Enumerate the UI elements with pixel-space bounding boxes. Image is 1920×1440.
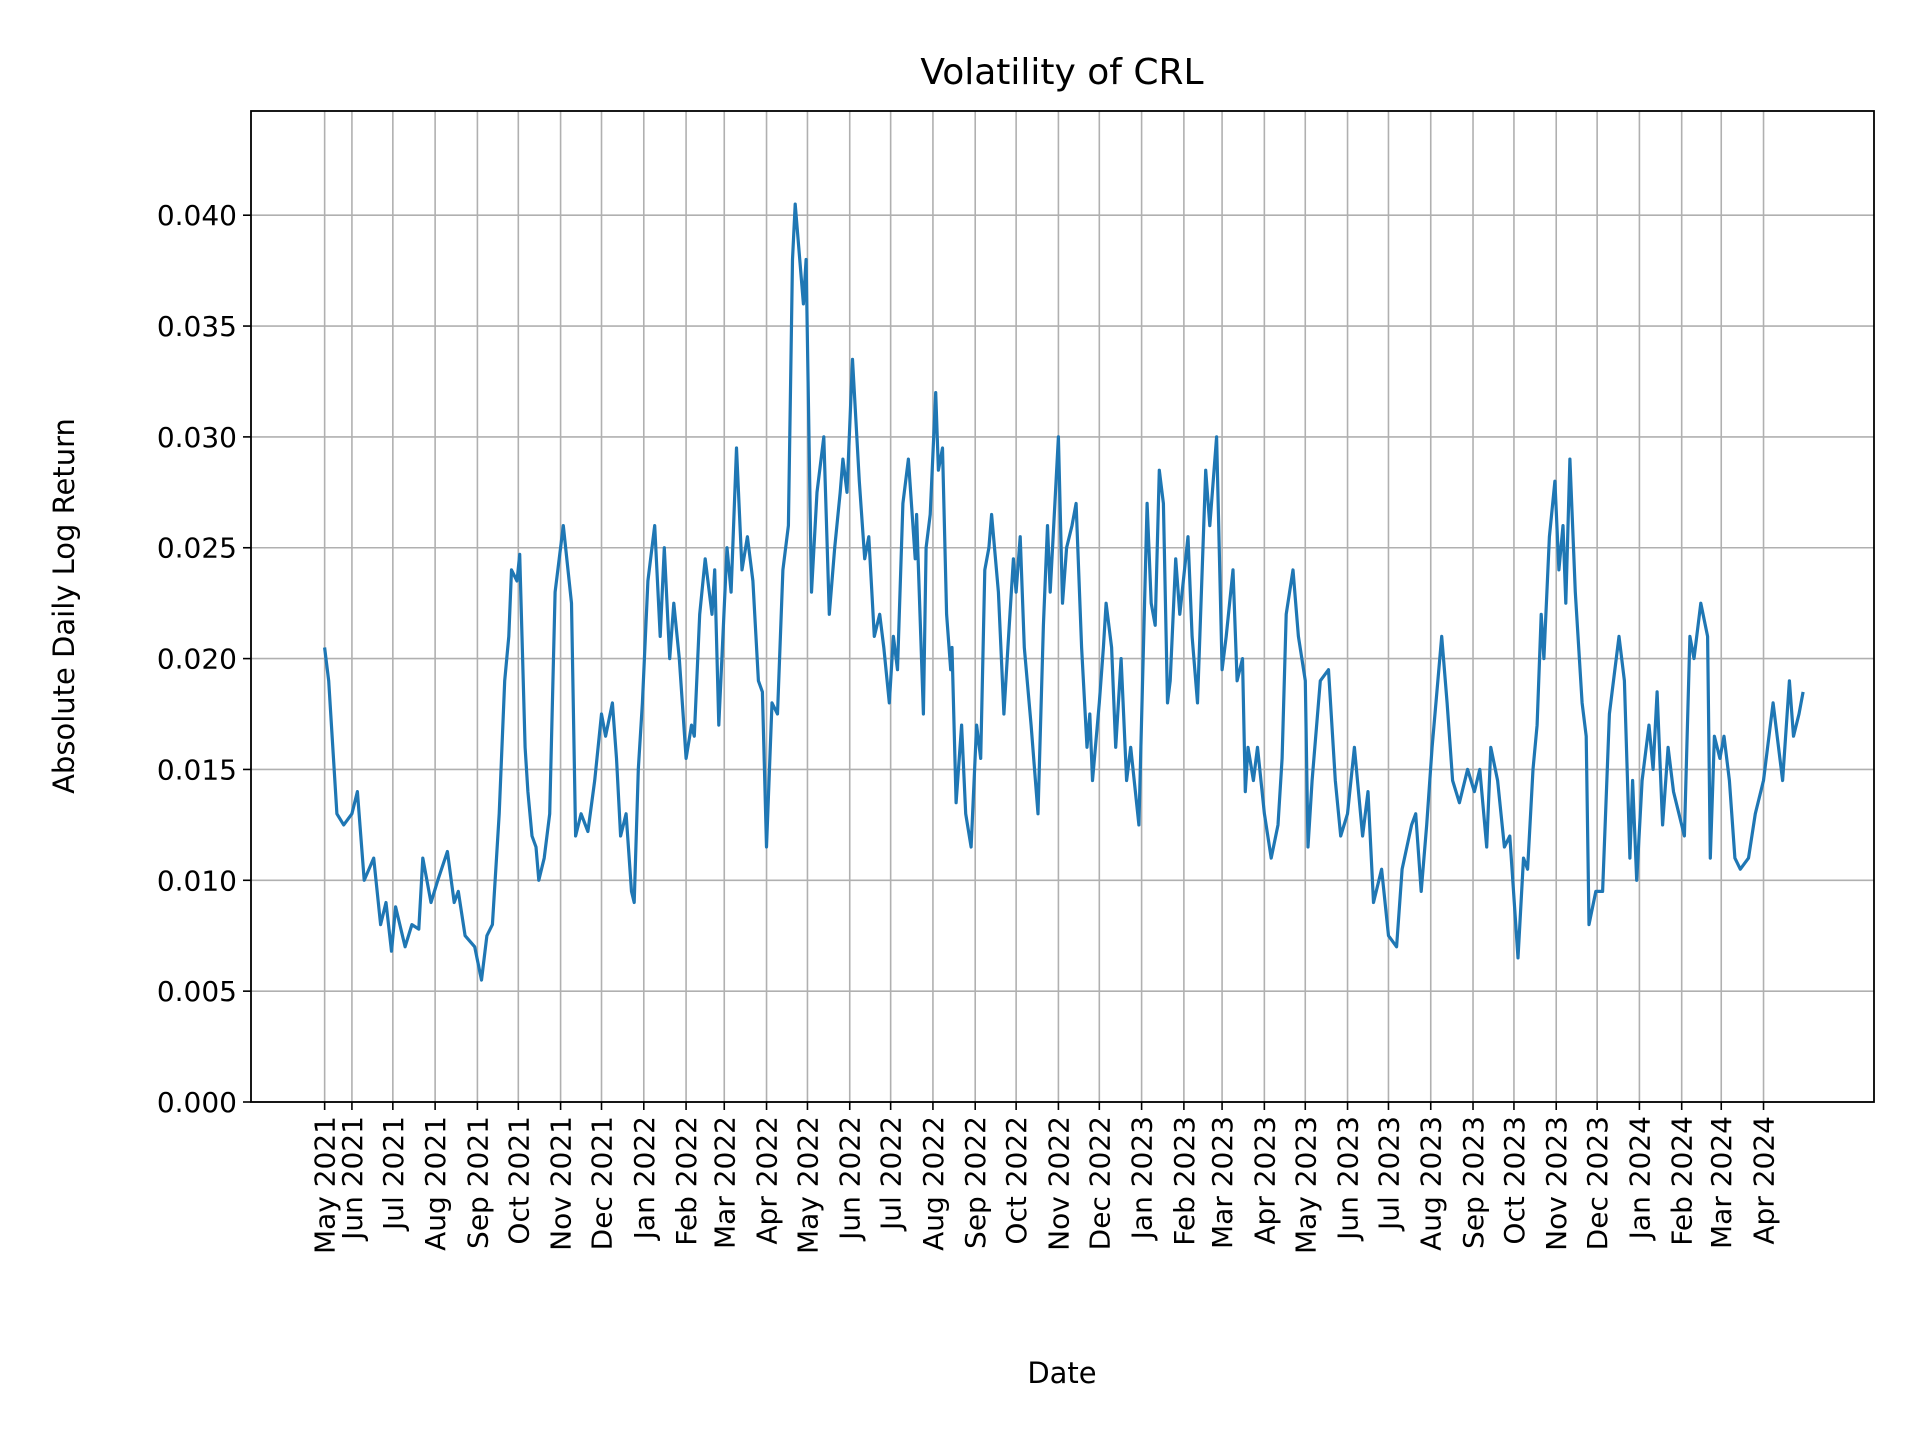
x-tick-label: Apr 2023 [1248, 1116, 1281, 1245]
x-tick-label: Mar 2022 [708, 1116, 741, 1249]
x-tick-label: Oct 2021 [502, 1116, 535, 1245]
x-tick-label: Jun 2022 [834, 1116, 867, 1242]
chart-title: Volatility of CRL [920, 52, 1203, 93]
y-tick-label: 0.005 [157, 975, 237, 1008]
x-tick-label: Dec 2021 [586, 1116, 619, 1250]
x-tick-label: Feb 2023 [1168, 1116, 1201, 1246]
y-tick-label: 0.030 [157, 421, 237, 454]
y-axis-ticks: 0.000 0.005 0.010 0.015 0.020 0.025 0.030 0.035… [157, 199, 251, 1119]
x-tick-label: Sep 2021 [461, 1116, 494, 1249]
x-tick-label: Nov 2021 [545, 1116, 578, 1251]
x-tick-label: Dec 2022 [1083, 1116, 1116, 1250]
y-tick-label: 0.000 [157, 1086, 237, 1119]
x-tick-label: May 2022 [791, 1116, 824, 1254]
x-tick-label: Oct 2022 [1000, 1116, 1033, 1245]
x-tick-label: Jan 2022 [628, 1116, 661, 1241]
x-axis-label: Date [1027, 1356, 1096, 1390]
x-tick-label: Feb 2022 [670, 1116, 703, 1246]
x-tick-label: Jul 2021 [377, 1116, 410, 1232]
x-tick-label: Mar 2024 [1705, 1116, 1738, 1249]
x-tick-label: Nov 2023 [1540, 1116, 1573, 1251]
x-tick-label: Sep 2023 [1457, 1116, 1490, 1249]
x-tick-label: May 2023 [1289, 1116, 1322, 1254]
grid-lines [251, 111, 1874, 1103]
x-tick-label: Aug 2021 [419, 1116, 452, 1251]
x-tick-label: Mar 2023 [1206, 1116, 1239, 1249]
x-tick-label: May 2021 [309, 1116, 342, 1254]
plot-frame [250, 110, 1875, 1103]
x-tick-label: Apr 2024 [1748, 1116, 1781, 1245]
x-tick-label: Nov 2022 [1042, 1116, 1075, 1251]
x-tick-label: Jul 2023 [1372, 1116, 1405, 1232]
x-tick-label: Aug 2023 [1415, 1116, 1448, 1251]
y-tick-label: 0.015 [157, 753, 237, 786]
x-tick-label: Dec 2023 [1581, 1116, 1614, 1250]
y-tick-label: 0.035 [157, 310, 237, 343]
x-tick-label: Jun 2023 [1332, 1116, 1365, 1242]
y-axis-label: Absolute Daily Log Return [47, 418, 81, 794]
series-line-volatility [323, 202, 1805, 982]
x-tick-label: Apr 2022 [751, 1116, 784, 1245]
x-tick-label: Jan 2024 [1623, 1116, 1656, 1241]
x-tick-label: Oct 2023 [1498, 1116, 1531, 1245]
y-tick-label: 0.010 [157, 864, 237, 897]
x-tick-label: Jan 2023 [1126, 1116, 1159, 1241]
x-tick-label: Aug 2022 [917, 1116, 950, 1251]
y-tick-label: 0.040 [157, 199, 237, 232]
y-tick-label: 0.025 [157, 532, 237, 565]
x-tick-label: Sep 2022 [959, 1116, 992, 1249]
y-tick-label: 0.020 [157, 643, 237, 676]
x-tick-label: Jun 2021 [336, 1116, 369, 1242]
x-tick-label: Jul 2022 [875, 1116, 908, 1232]
x-tick-label: Feb 2024 [1666, 1116, 1699, 1246]
